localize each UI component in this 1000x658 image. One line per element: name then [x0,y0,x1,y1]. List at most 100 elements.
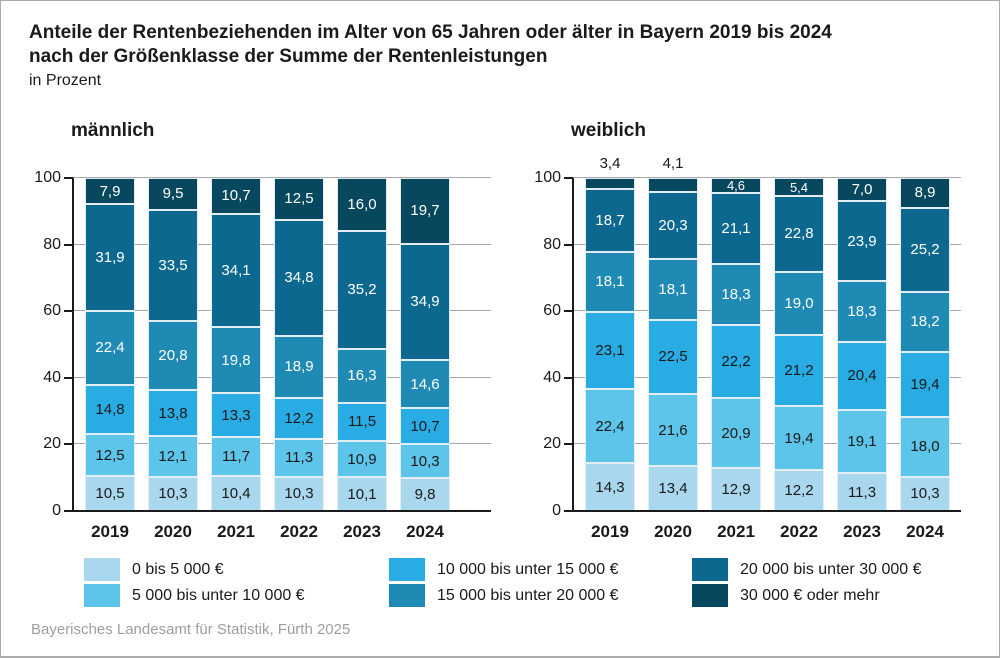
y-tick-label: 100 [534,169,561,186]
legend-label: 10 000 bis unter 15 000 € [437,561,619,578]
bar-segment: 34,8 [274,219,324,336]
legend-label: 15 000 bis unter 20 000 € [437,587,619,604]
legend-label: 0 bis 5 000 € [132,561,224,578]
y-axis-tick [564,310,573,313]
bar-segment: 9,5 [148,178,198,210]
bar-segment: 4,6 [711,178,761,194]
bar-segment: 19,8 [211,327,261,394]
bar-segment: 10,3 [274,476,324,511]
bar-segment: 22,8 [774,195,824,272]
bar-segment: 7,0 [837,178,887,202]
y-tick-label: 40 [543,368,561,386]
figure-title-line1: Anteile der Rentenbeziehenden im Alter v… [29,22,832,43]
gridline [573,376,961,378]
y-axis-tick [64,510,73,512]
y-tick-label: 80 [43,235,61,253]
bar-segment: 10,5 [85,476,135,511]
y-tick-label: 60 [43,302,61,320]
y-tick-label: 0 [552,502,561,519]
bar-segment: 7,9 [85,178,135,205]
bar-segment: 9,8 [400,478,450,511]
stacked-bar-chart-weiblich: 0 20 40 60 80 100 14,3 22,4 23,1 18,1 18,7 3,4 2019 1… [534,155,961,541]
x-category-label: 2020 [154,522,192,541]
y-axis-tick [64,310,73,313]
chart-heading-maennlich: männlich [71,120,155,141]
bar-2022: 12,2 19,4 21,2 19,0 22,8 5,4 2022 [774,178,824,541]
bar-2024: 9,8 10,3 10,7 14,6 34,9 19,7 2024 [400,178,450,541]
bar-segment: 10,3 [400,444,450,479]
bar-segment: 19,4 [774,405,824,471]
bar-segment: 11,7 [211,437,261,477]
y-axis-tick [564,443,573,446]
x-category-label: 2021 [717,522,755,541]
bar-segment: 13,3 [211,393,261,438]
bar-segment: 18,3 [837,280,887,342]
bar-segment: 10,4 [211,476,261,511]
x-category-label: 2019 [91,522,129,541]
legend-swatch [692,584,728,607]
bar-segment: 10,3 [148,476,198,511]
y-axis-tick [564,177,573,179]
y-axis-tick [564,376,573,379]
bar-segment: 12,5 [274,178,324,220]
legend-label: 30 000 € oder mehr [740,587,880,604]
y-axis-tick [64,443,73,446]
bar-segment: 10,7 [211,178,261,214]
legend-swatch [692,558,728,581]
bar-segment: 11,3 [837,473,887,511]
bar-segment: 19,4 [900,352,950,417]
bar-segment: 22,5 [648,319,698,395]
bar-segment: 10,9 [337,441,387,478]
x-axis-line [72,510,491,512]
y-tick-label: 60 [543,302,561,320]
bar-segment: 23,1 [585,311,635,389]
bar-segment-label-outside: 3,4 [599,155,621,172]
legend-swatch [389,584,425,607]
bar-segment: 12,1 [148,436,198,477]
bar-2021: 12,9 20,9 22,2 18,3 21,1 4,6 2021 [711,178,761,541]
bar-segment: 21,6 [648,394,698,467]
x-category-label: 2023 [343,522,381,541]
bar-segment: 34,1 [211,213,261,328]
gridline [73,177,491,178]
bar-2023: 11,3 19,1 20,4 18,3 23,9 7,0 2023 [837,178,887,541]
y-tick-label: 0 [52,502,61,519]
bar-segment: 14,8 [85,385,135,435]
y-axis-tick [564,243,573,246]
bar-segment: 18,0 [900,416,950,477]
bar-segment: 18,3 [711,263,761,325]
y-axis-tick [64,177,73,179]
y-tick-label: 40 [43,368,61,386]
gridline [573,243,961,245]
bar-segment: 16,3 [337,348,387,403]
bar-segment [648,178,698,192]
bar-2023: 10,1 10,9 11,5 16,3 35,2 16,0 2023 [337,178,387,541]
bar-segment: 18,1 [585,251,635,312]
bar-segment: 34,9 [400,243,450,360]
y-tick-label: 100 [34,169,61,186]
x-category-label: 2019 [591,522,629,541]
bar-segment: 13,8 [148,390,198,437]
bar-segment: 25,2 [900,207,950,292]
figure-title-block: Anteile der Rentenbeziehenden im Alter v… [29,21,832,93]
bar-segment: 13,4 [648,466,698,511]
bar-segment: 33,5 [148,209,198,322]
bar-2021: 10,4 11,7 13,3 19,8 34,1 10,7 2021 [211,178,261,541]
bar-segment: 18,7 [585,189,635,252]
bar-segment-label-outside: 4,1 [662,155,684,172]
bar-segment: 10,7 [400,408,450,445]
x-category-label: 2024 [906,522,944,541]
bar-segment: 12,5 [85,434,135,477]
bar-segment: 10,3 [900,476,950,511]
legend-label: 5 000 bis unter 10 000 € [132,587,305,604]
bar-segment: 12,9 [711,468,761,511]
bar-segment: 18,9 [274,335,324,399]
bar-segment: 21,1 [711,193,761,264]
y-axis-tick [64,376,73,379]
figure-title-line2: nach der Größenklasse der Summe der Rent… [29,46,548,67]
y-axis-line [72,178,74,512]
bar-2019: 10,5 12,5 14,8 22,4 31,9 7,9 2019 [85,178,135,541]
bar-segment: 12,2 [274,398,324,440]
chart-heading-weiblich: weiblich [571,120,646,141]
